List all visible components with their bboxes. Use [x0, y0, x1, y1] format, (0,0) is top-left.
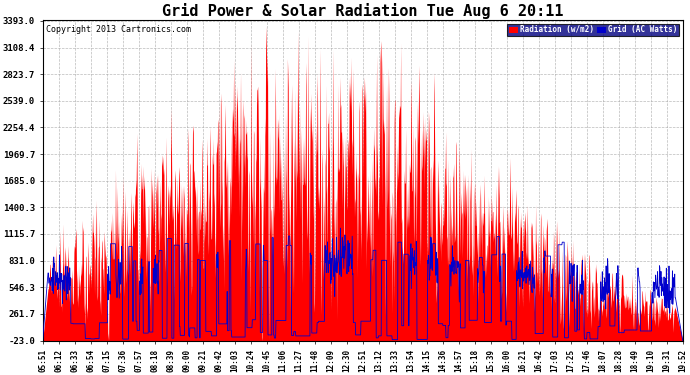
Legend: Radiation (w/m2), Grid (AC Watts): Radiation (w/m2), Grid (AC Watts)	[507, 24, 679, 36]
Text: Copyright 2013 Cartronics.com: Copyright 2013 Cartronics.com	[46, 25, 191, 34]
Title: Grid Power & Solar Radiation Tue Aug 6 20:11: Grid Power & Solar Radiation Tue Aug 6 2…	[162, 3, 564, 19]
